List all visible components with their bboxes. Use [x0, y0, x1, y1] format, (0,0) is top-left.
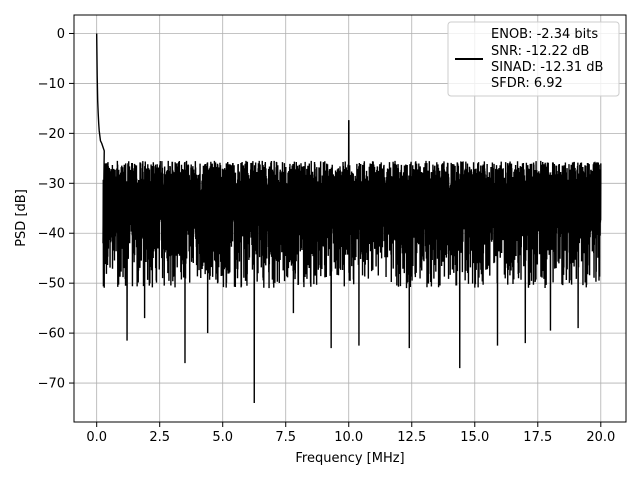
x-tick-label: 10.0: [334, 430, 363, 445]
psd-trace: [95, 33, 602, 404]
y-tick-label: −50: [38, 277, 65, 292]
y-tick-label: −30: [38, 177, 65, 192]
x-axis-label: Frequency [MHz]: [295, 451, 404, 466]
plot-frame: [73, 14, 627, 423]
y-axis-ticks: 0 −10 −20 −30 −40 −50 −60 −70: [38, 27, 74, 392]
legend-entry-snr: SNR: -12.22 dB: [491, 44, 589, 59]
x-tick-label: 5.0: [212, 430, 233, 445]
psd-line: [95, 33, 602, 404]
x-tick-label: 7.5: [275, 430, 296, 445]
legend-box: [447, 21, 620, 97]
x-tick-label: 15.0: [460, 430, 489, 445]
x-tick-label: 0.0: [86, 430, 107, 445]
legend: ENOB: -2.34 bits SNR: -12.22 dB SINAD: -…: [447, 21, 620, 97]
y-tick-label: −20: [38, 127, 65, 142]
x-tick-label: 2.5: [149, 430, 170, 445]
y-tick-label: −10: [38, 77, 65, 92]
legend-entry-sfdr: SFDR: 6.92: [491, 76, 563, 91]
x-tick-label: 17.5: [523, 430, 552, 445]
y-tick-label: −40: [38, 227, 65, 242]
y-axis-label: PSD [dB]: [14, 189, 29, 247]
x-tick-label: 20.0: [586, 430, 615, 445]
legend-entry-enob: ENOB: -2.34 bits: [491, 27, 598, 42]
x-axis-ticks: 0.0 2.5 5.0 7.5 10.0 12.5 15.0 17.5 20.0: [86, 422, 615, 445]
y-tick-label: −60: [38, 327, 65, 342]
y-tick-label: −70: [38, 377, 65, 392]
legend-entry-sinad: SINAD: -12.31 dB: [491, 60, 603, 75]
y-tick-label: 0: [57, 27, 65, 42]
x-tick-label: 12.5: [397, 430, 426, 445]
